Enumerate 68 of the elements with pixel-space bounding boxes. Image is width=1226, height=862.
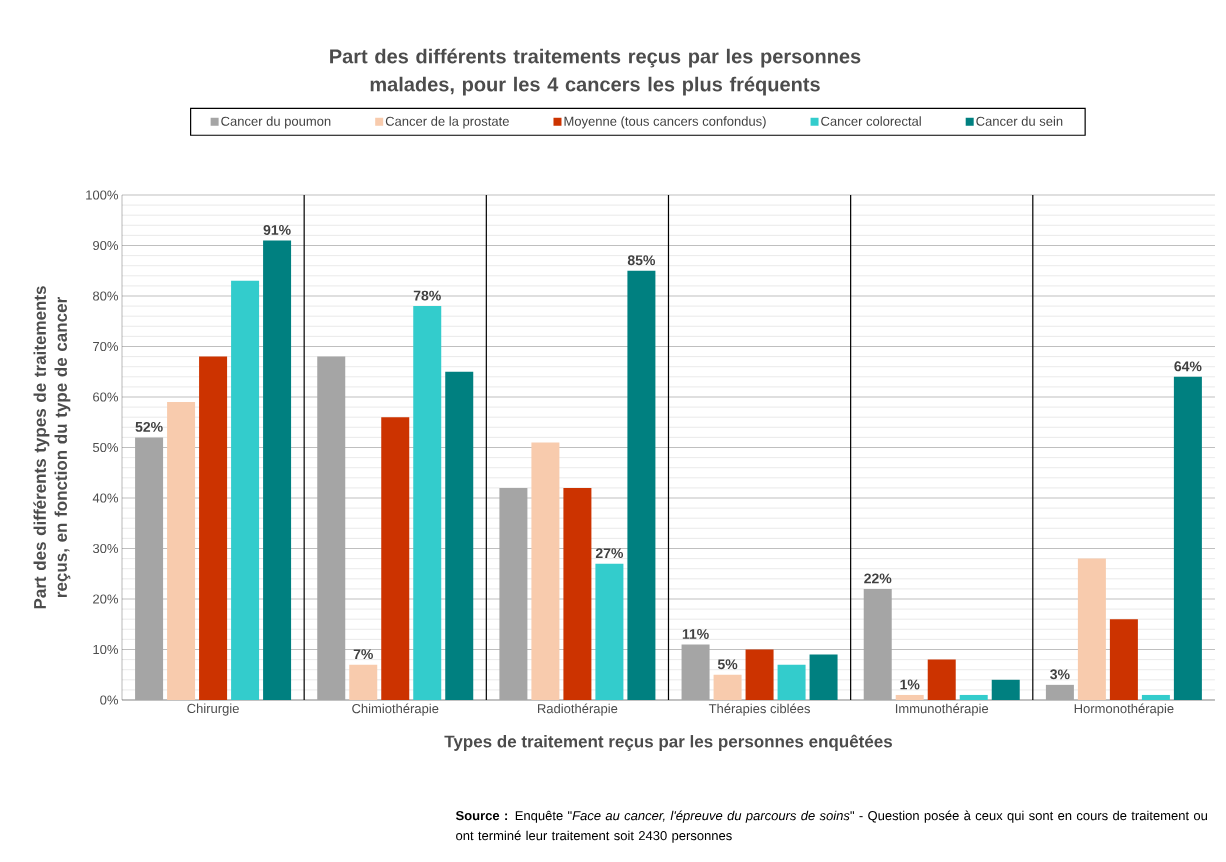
x-tick-label: Thérapies ciblées <box>708 703 811 716</box>
bar <box>199 356 228 700</box>
data-label: 85% <box>627 255 656 266</box>
bar <box>1077 558 1106 700</box>
legend-label: Cancer de la prostate <box>385 116 509 129</box>
y-tick-label: 50% <box>92 442 119 453</box>
bar <box>1045 684 1074 700</box>
y-tick-label: 100% <box>86 190 119 200</box>
data-label: 1% <box>900 679 920 690</box>
legend-label: Cancer colorectal <box>821 116 921 126</box>
bar <box>991 679 1020 700</box>
bar <box>777 664 806 700</box>
data-label: 91% <box>263 224 291 235</box>
y-tick-label: 90% <box>93 240 119 251</box>
data-label: 22% <box>864 573 892 584</box>
data-label: 3% <box>1050 669 1070 680</box>
bar <box>713 674 742 700</box>
y-tick-label: 0% <box>100 695 119 705</box>
y-tick-label: 30% <box>92 543 119 554</box>
data-label: 78% <box>413 290 441 301</box>
bar <box>863 588 892 700</box>
x-tick-label: Chimiothérapie <box>352 703 439 716</box>
x-tick-label: Immunothérapie <box>895 703 989 716</box>
bar <box>895 694 924 700</box>
x-tick-label: Chirurgie <box>187 703 239 716</box>
bar <box>349 664 378 700</box>
y-tick-label: 20% <box>93 594 119 604</box>
bar <box>531 442 560 700</box>
bar <box>167 402 196 700</box>
bar <box>595 563 624 700</box>
y-tick-label: 40% <box>92 493 119 503</box>
legend-label: Cancer du poumon <box>221 116 331 129</box>
y-tick-label: 70% <box>93 341 119 352</box>
bar <box>317 356 346 700</box>
bar <box>1141 694 1170 700</box>
text: Source : Enquête "Face au cancer, l'épreuve du parcours de soins" - Question posée à ceux qui sont en cours de traitement ou ont terminé leur traitement soit 2430 personnes <box>455 810 1208 843</box>
x-axis-title: Types de traitement reçus par les personnes enquêtées <box>444 734 892 751</box>
bar <box>413 306 442 700</box>
bar <box>809 654 838 700</box>
x-tick-label: Hormonothérapie <box>1074 703 1174 716</box>
bar <box>681 644 710 700</box>
bar <box>231 280 260 700</box>
bar <box>627 270 656 700</box>
bar <box>563 487 592 700</box>
bar <box>445 371 474 700</box>
bar <box>1173 376 1202 700</box>
bar <box>745 649 774 700</box>
bar <box>927 659 956 700</box>
bar <box>135 437 164 700</box>
chart-title: Part des différents traitements reçus par les personnes malades, pour les 4 cancers les plus fréquents <box>330 48 861 96</box>
bar <box>1109 619 1138 700</box>
data-label: 11% <box>682 629 709 639</box>
bar <box>499 487 528 700</box>
bar <box>381 417 410 700</box>
legend-label: Moyenne (tous cancers confondus) <box>564 116 766 129</box>
y-tick-label: 60% <box>93 392 119 402</box>
data-label: 5% <box>717 659 738 670</box>
y-axis-title: Part des différents types de traitements reçus, en fonction du type de cancer <box>33 286 71 609</box>
y-tick-label: 10% <box>93 644 119 655</box>
data-label: 52% <box>135 421 163 432</box>
data-label: 7% <box>353 649 373 660</box>
data-label: 64% <box>1174 361 1202 372</box>
legend-label: Cancer du sein <box>976 116 1063 126</box>
bar <box>263 240 292 700</box>
y-tick-label: 80% <box>93 291 119 301</box>
bar <box>959 694 988 700</box>
x-tick-label: Radiothérapie <box>538 703 618 716</box>
data-label: 27% <box>595 548 624 559</box>
